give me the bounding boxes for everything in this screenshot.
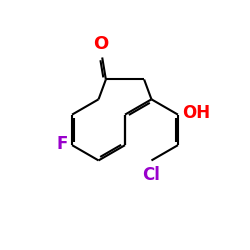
Text: O: O <box>93 35 108 53</box>
Text: Cl: Cl <box>142 166 160 184</box>
Text: F: F <box>56 135 68 153</box>
Text: OH: OH <box>182 104 210 122</box>
